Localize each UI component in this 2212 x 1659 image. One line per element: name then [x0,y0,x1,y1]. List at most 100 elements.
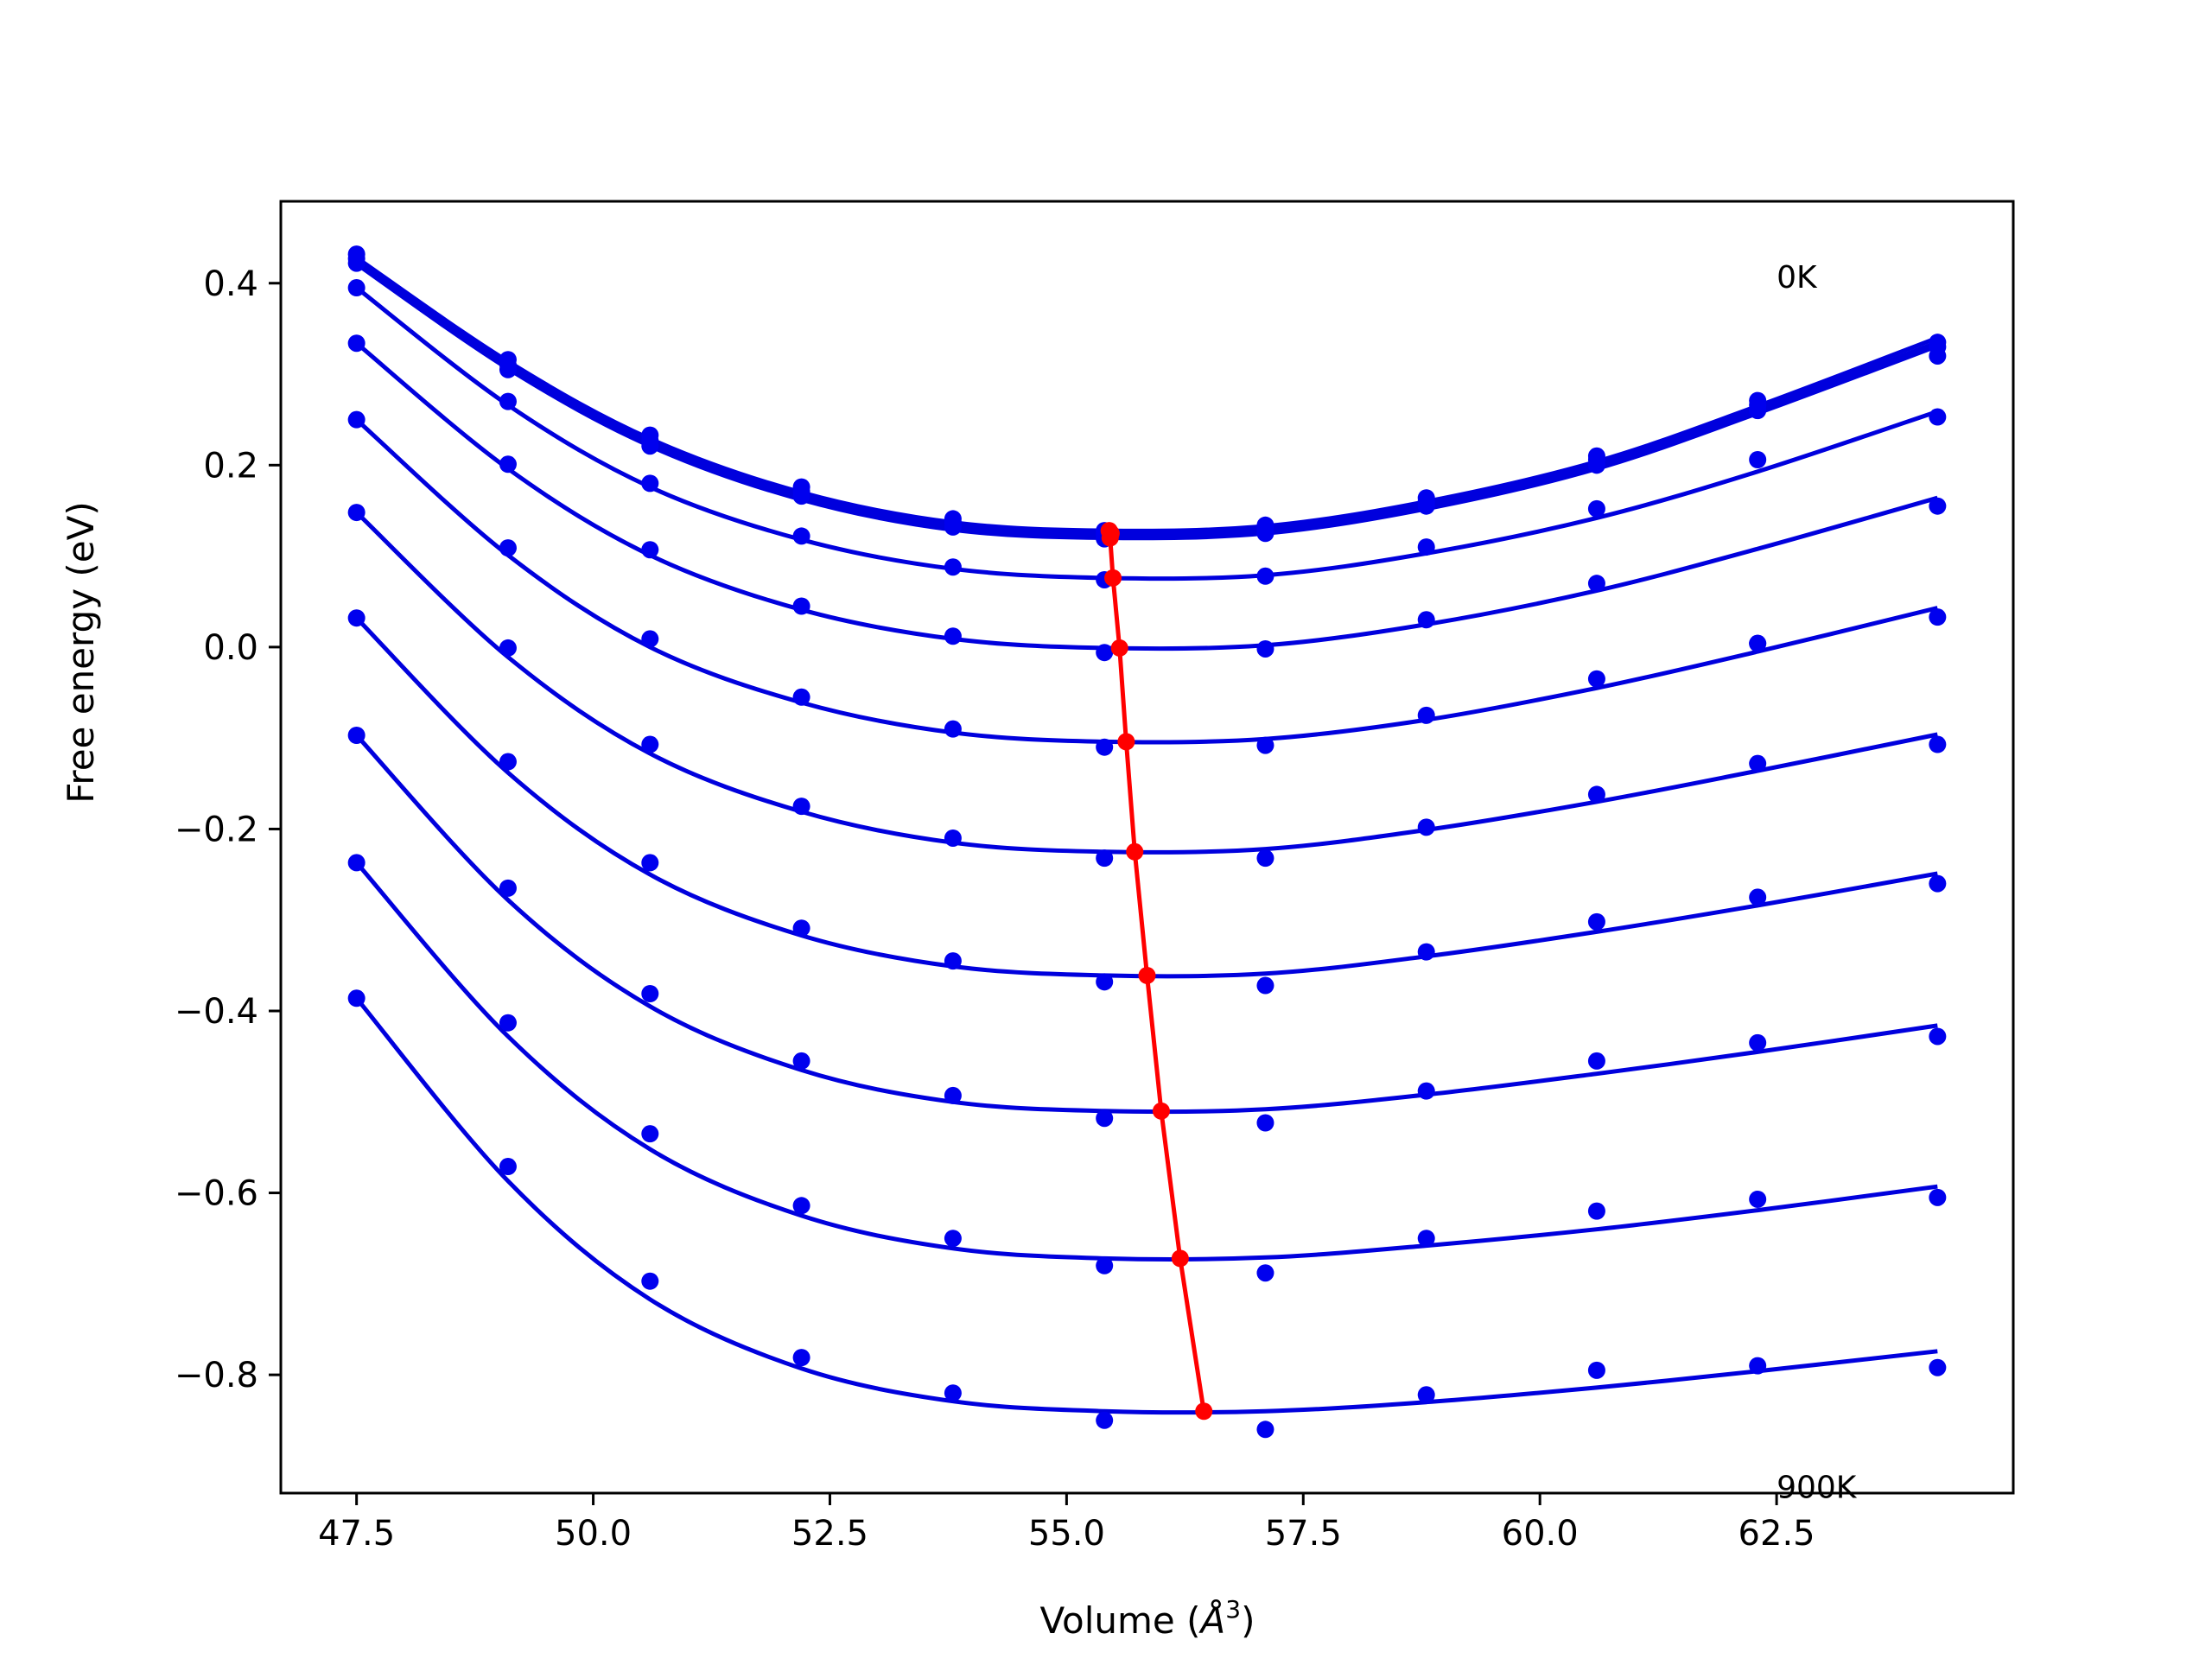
data-point-s3-v8 [1587,499,1605,518]
data-point-s6-v5 [1096,849,1114,868]
data-point-s4-v4 [944,627,962,645]
data-point-s2-v0 [347,254,365,272]
data-point-s6-v9 [1749,754,1767,772]
data-points [347,245,1947,1439]
data-point-s10-v5 [1096,1411,1114,1429]
data-point-s5-v5 [1096,738,1114,756]
data-point-s8-v8 [1587,1052,1605,1070]
data-point-s3-v4 [944,558,962,576]
minimum-volume-line [1100,522,1213,1421]
y-tick-label-3: −0.2 [175,810,258,849]
y-tick-label-2: 0.0 [203,628,258,668]
data-point-s7-v0 [347,609,365,627]
data-point-s2-v1 [499,360,517,378]
x-tick-label-3: 55.0 [1028,1514,1105,1554]
x-axis-label-unit: Å [1198,1599,1226,1642]
data-point-s8-v6 [1256,1114,1274,1132]
x-tick-label-6: 62.5 [1738,1514,1815,1554]
data-point-s5-v8 [1587,670,1605,688]
data-point-s10-v1 [499,1158,517,1176]
data-point-s9-v10 [1929,1188,1947,1206]
data-point-s8-v1 [499,879,517,897]
data-point-s2-v4 [944,518,962,536]
data-point-s4-v3 [792,597,810,615]
data-point-s6-v8 [1587,785,1605,804]
data-point-s5-v4 [944,720,962,738]
x-tick-label-2: 52.5 [791,1514,868,1554]
data-point-s7-v2 [641,854,659,872]
data-point-s10-v10 [1929,1358,1947,1376]
data-point-s6-v6 [1256,849,1274,868]
data-point-s10-v0 [347,989,365,1007]
data-point-s6-v2 [641,735,659,753]
data-point-s4-v5 [1096,644,1114,662]
x-tick-label-5: 60.0 [1502,1514,1579,1554]
data-point-s4-v2 [641,541,659,559]
data-point-s9-v8 [1587,1202,1605,1220]
data-point-s7-v7 [1417,943,1435,961]
data-point-s7-v9 [1749,888,1767,906]
data-point-s8-v5 [1096,1109,1114,1128]
data-point-s2-v6 [1256,524,1274,543]
data-point-s8-v7 [1417,1082,1435,1100]
data-point-s8-v0 [347,727,365,745]
data-point-s8-v4 [944,1086,962,1104]
data-point-s10-v8 [1587,1361,1605,1379]
data-point-s3-v3 [792,527,810,545]
y-tick-label-1: 0.2 [203,446,258,486]
data-point-s4-v1 [499,455,517,474]
x-axis-label-exponent: 3 [1225,1595,1241,1624]
data-point-s9-v5 [1096,1256,1114,1274]
minimum-point-10 [1195,1402,1213,1421]
data-point-s3-v2 [641,474,659,493]
minimum-point-5 [1117,733,1135,751]
minimum-point-2 [1101,529,1119,547]
data-point-s10-v6 [1256,1421,1274,1439]
x-axis-label-end: ) [1241,1599,1255,1642]
data-point-s4-v8 [1587,575,1605,593]
data-point-s2-v3 [792,487,810,505]
data-point-s6-v0 [347,504,365,522]
data-point-s9-v3 [792,1197,810,1215]
minimum-point-8 [1152,1102,1170,1120]
axes: 47.5 50.0 52.5 55.0 57.5 60.0 62.5 0.4 0.2 0.0 −0.… [175,200,2015,1554]
data-point-s9-v2 [641,1125,659,1143]
x-axis-label-main: Volume ( [1040,1599,1201,1642]
data-point-s3-v1 [499,392,517,410]
data-point-s7-v1 [499,753,517,771]
data-point-s5-v0 [347,410,365,429]
y-axis-label: Free energy (eV) [60,501,102,804]
data-point-s9-v7 [1417,1230,1435,1248]
data-point-s2-v10 [1929,346,1947,365]
minimum-point-3 [1104,569,1122,587]
minimum-point-6 [1126,842,1144,861]
data-point-s5-v3 [792,688,810,706]
data-point-s5-v1 [499,539,517,557]
data-point-s3-v6 [1256,567,1274,585]
data-point-s6-v3 [792,798,810,816]
data-point-s7-v4 [944,952,962,970]
x-tick-label-0: 47.5 [318,1514,395,1554]
data-point-s7-v5 [1096,973,1114,991]
data-point-s7-v8 [1587,912,1605,931]
data-point-s6-v4 [944,829,962,847]
data-point-s3-v10 [1929,408,1947,426]
data-point-s7-v3 [792,919,810,938]
y-tick-label-5: −0.6 [175,1174,258,1214]
data-point-s9-v0 [347,854,365,872]
data-point-s7-v6 [1256,976,1274,995]
data-point-s10-v4 [944,1384,962,1402]
data-point-s6-v7 [1417,818,1435,836]
data-point-s4-v10 [1929,497,1947,515]
data-point-s2-v7 [1417,497,1435,515]
data-point-s4-v7 [1417,611,1435,629]
y-tick-label-6: −0.8 [175,1356,258,1395]
data-point-s6-v10 [1929,735,1947,753]
data-point-s5-v10 [1929,608,1947,626]
data-point-s8-v3 [792,1052,810,1070]
data-point-s10-v7 [1417,1386,1435,1404]
x-tick-label-4: 57.5 [1265,1514,1342,1554]
data-point-s9-v4 [944,1230,962,1248]
data-point-s5-v2 [641,630,659,648]
